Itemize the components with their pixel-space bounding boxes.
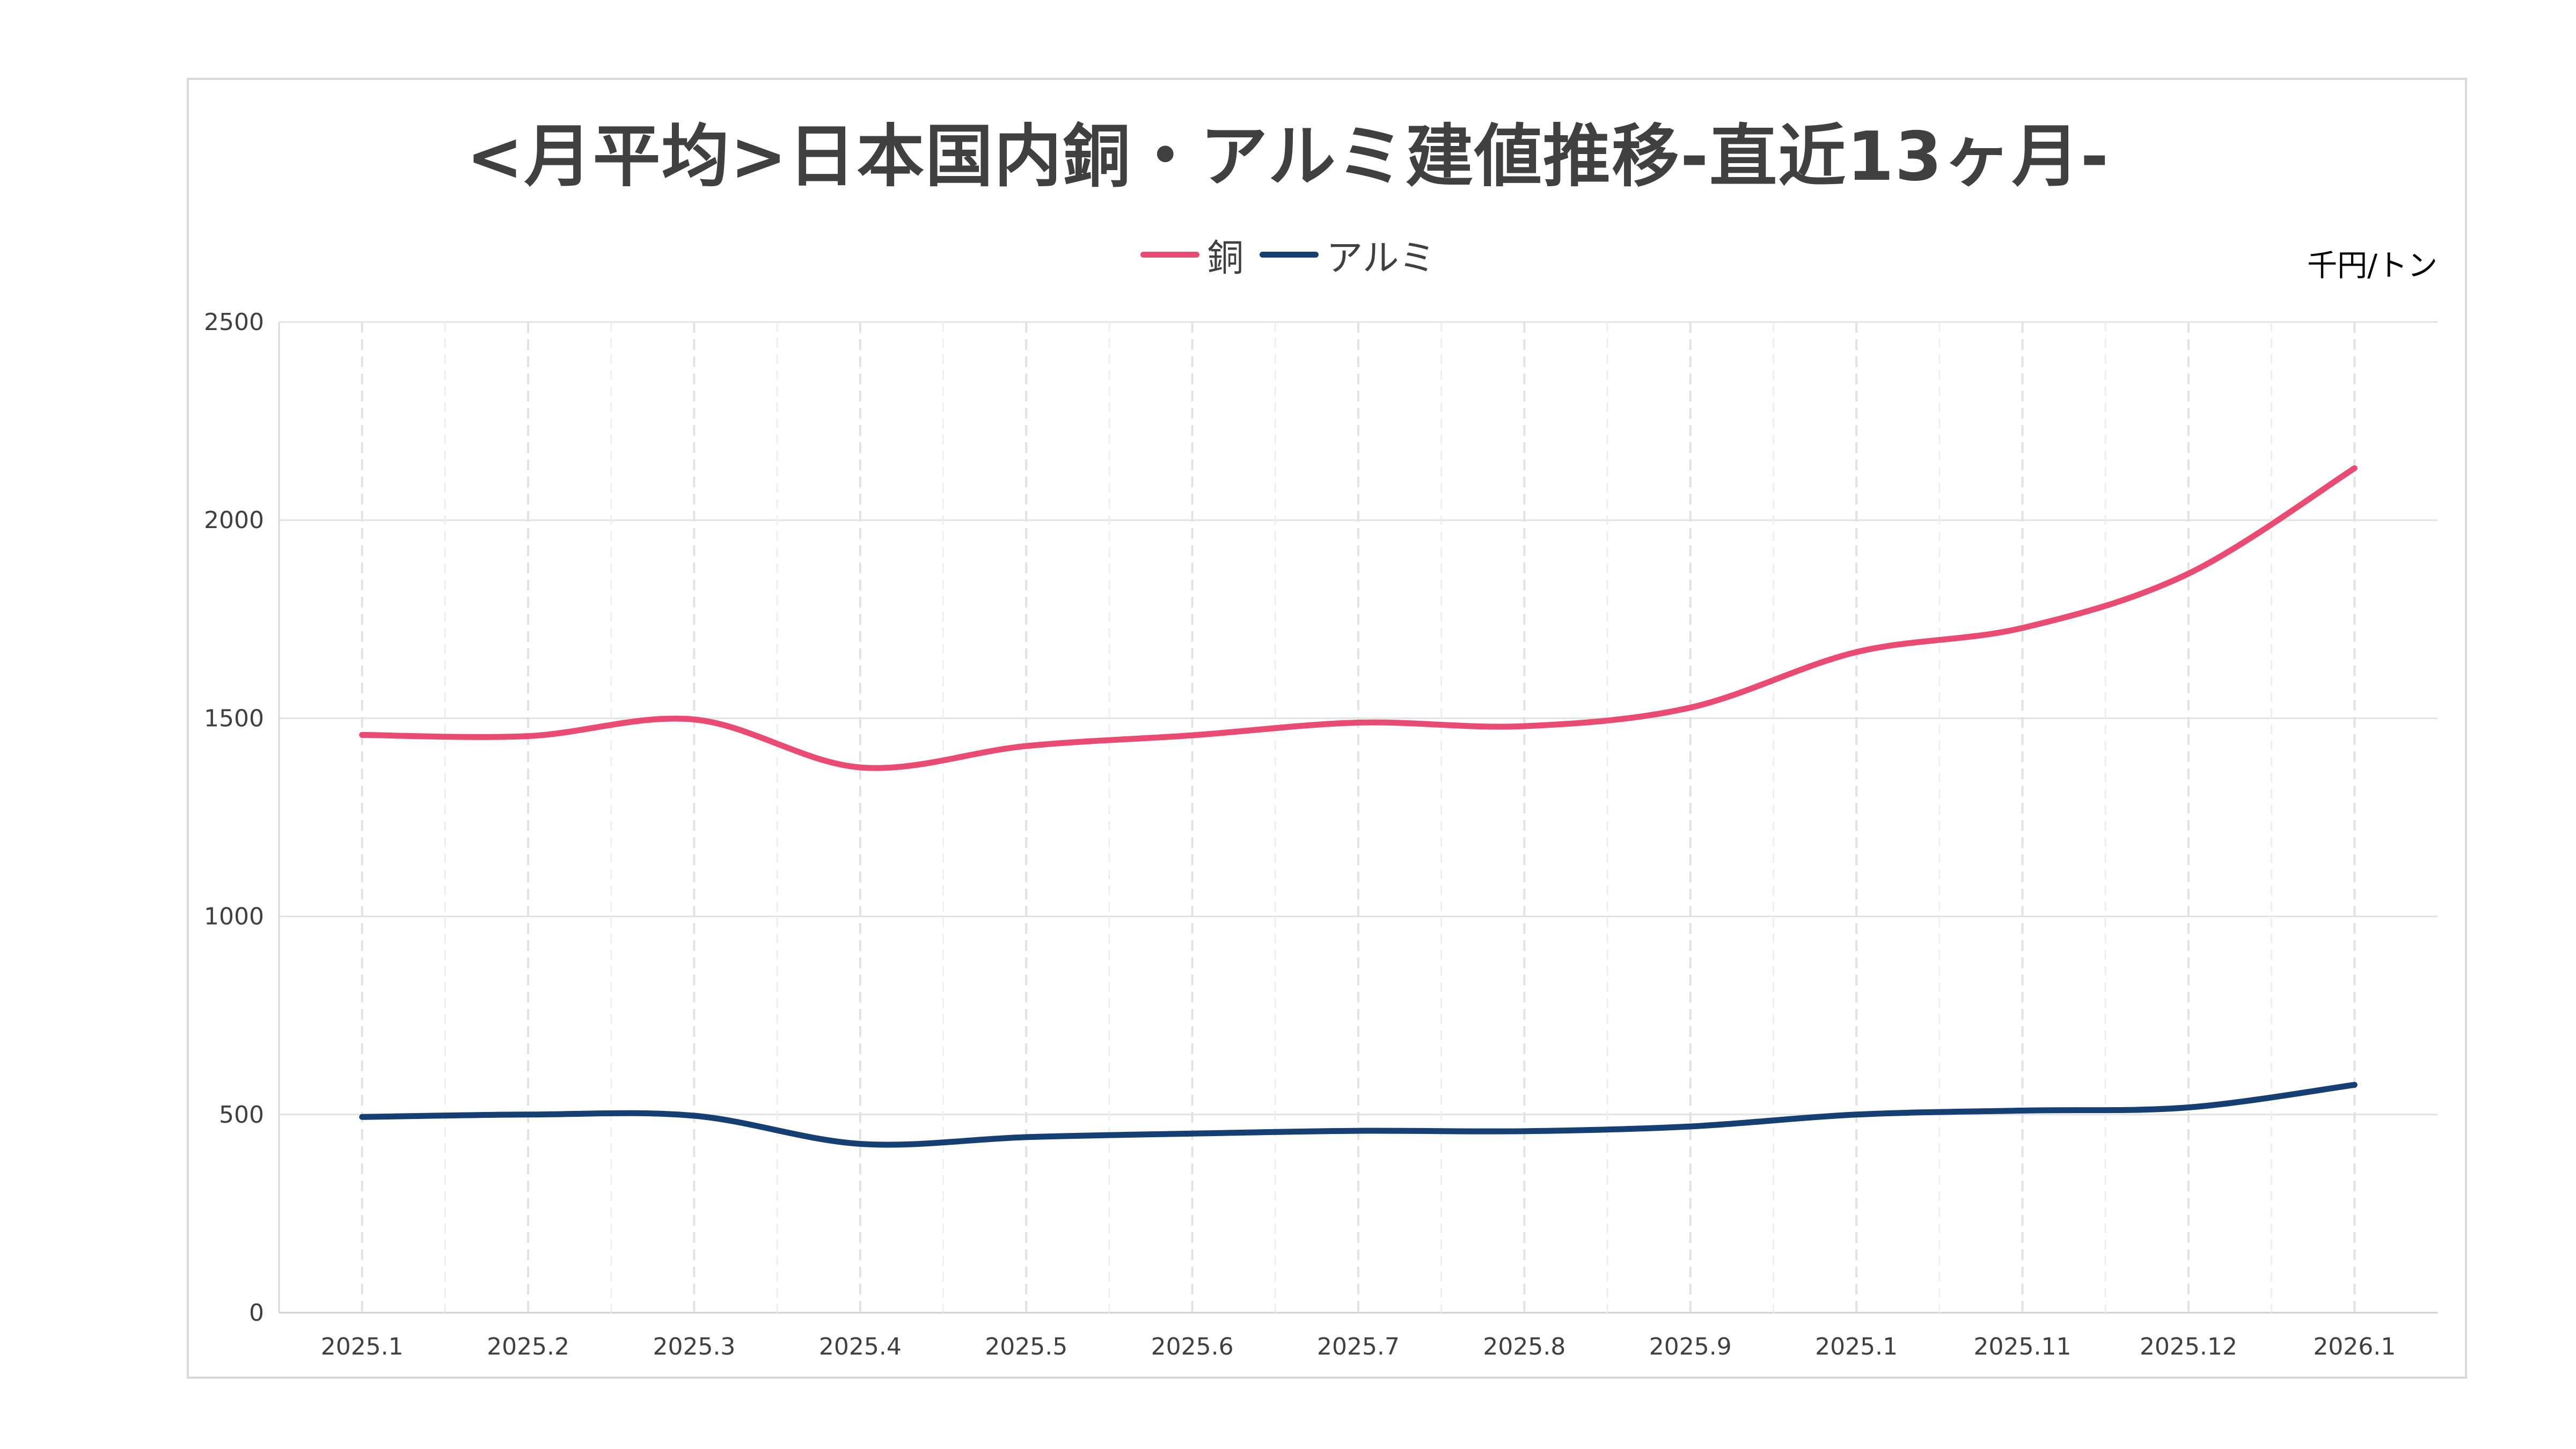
legend-item-aluminum: アルミ	[1260, 228, 1436, 281]
legend-label-copper: 銅	[1207, 237, 1244, 280]
y-tick-label: 0	[249, 1299, 264, 1327]
x-tick-label: 2025.7	[1317, 1333, 1400, 1360]
legend: 銅 アルミ	[0, 228, 2576, 281]
series-line-aluminum	[359, 1081, 2358, 1148]
x-tick-label: 2025.1	[321, 1333, 404, 1360]
x-tick-label: 2025.5	[985, 1333, 1067, 1360]
x-tick-label: 2025.3	[653, 1333, 735, 1360]
unit-label: 千円/トン	[2307, 248, 2438, 283]
x-tick-label: 2025.11	[1974, 1333, 2072, 1360]
x-tick-label: 2025.6	[1151, 1333, 1234, 1360]
y-tick-label: 500	[219, 1101, 264, 1129]
x-tick-label: 2025.4	[819, 1333, 902, 1360]
y-tick-label: 1500	[204, 705, 264, 732]
y-tick-label: 2000	[204, 507, 264, 534]
x-tick-label: 2025.8	[1483, 1333, 1565, 1360]
x-tick-label: 2025.9	[1649, 1333, 1732, 1360]
y-tick-label: 2500	[204, 309, 264, 336]
legend-item-copper: 銅	[1140, 228, 1243, 281]
y-tick-label: 1000	[204, 903, 264, 931]
x-tick-label: 2025.1	[1815, 1333, 1898, 1360]
series-line-copper	[359, 465, 2358, 771]
legend-swatch-aluminum	[1260, 252, 1319, 258]
chart-title: <月平均>日本国内銅・アルミ建値推移-直近13ヶ月-	[466, 117, 2110, 196]
x-tick-label: 2025.2	[487, 1333, 569, 1360]
legend-label-aluminum: アルミ	[1326, 237, 1436, 280]
x-tick-label: 2025.12	[2140, 1333, 2237, 1360]
x-tick-label: 2026.1	[2313, 1333, 2396, 1360]
legend-swatch-copper	[1140, 252, 1200, 258]
chart-frame	[187, 78, 2467, 1379]
